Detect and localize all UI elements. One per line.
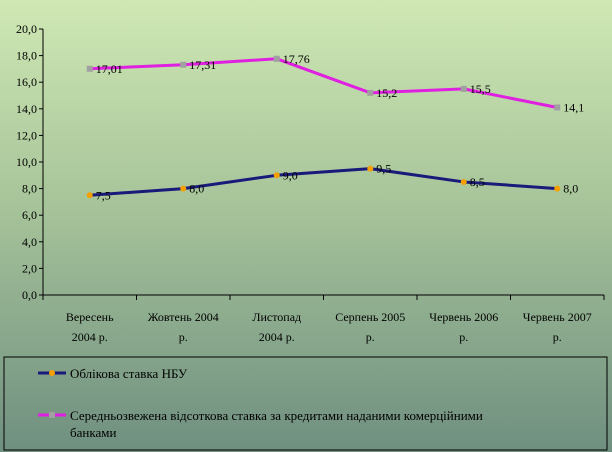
x-category-label: Червень 2007 xyxy=(523,310,592,324)
series-1-line xyxy=(89,167,558,197)
x-category-label: 2004 р. xyxy=(72,330,108,344)
legend-swatch-marker xyxy=(49,370,55,376)
data-label: 17,31 xyxy=(189,58,216,72)
data-label: 17,76 xyxy=(283,52,310,66)
data-point xyxy=(460,178,467,185)
data-point xyxy=(86,192,93,199)
series-2-line xyxy=(89,57,558,109)
data-label: 15,5 xyxy=(470,82,491,96)
x-category-label: Вересень xyxy=(66,310,114,324)
x-category-label: р. xyxy=(366,330,375,344)
data-label: 8,0 xyxy=(563,182,578,196)
x-category-label: Листопад xyxy=(252,310,301,324)
x-category-label: р. xyxy=(459,330,468,344)
series-1: 7,5 8,0 9,0 9,5 8,5 8,0 xyxy=(86,162,578,202)
x-category-label: Серпень 2005 xyxy=(335,310,405,324)
y-tick-label: 16,0 xyxy=(16,75,37,89)
y-tick-label: 6,0 xyxy=(22,208,37,222)
data-label: 8,5 xyxy=(470,175,485,189)
legend-label: Середньозвежена відсоткова ставка за кре… xyxy=(70,408,483,423)
data-point xyxy=(554,104,561,111)
y-tick-label: 14,0 xyxy=(16,102,37,116)
y-tick-label: 12,0 xyxy=(16,128,37,142)
x-category-label: Червень 2006 xyxy=(429,310,498,324)
y-tick-label: 8,0 xyxy=(22,182,37,196)
data-point xyxy=(273,55,280,62)
y-tick-label: 10,0 xyxy=(16,155,37,169)
series-layer: 7,5 8,0 9,0 9,5 8,5 8,0 17,01 17,31 17,76 15,2 15,… xyxy=(86,52,584,202)
x-axis-categories: Вересень 2004 р. Жовтень 2004 р. Листопад 200… xyxy=(42,295,605,344)
legend-box xyxy=(3,356,608,451)
data-label: 14,1 xyxy=(563,100,584,114)
data-label: 17,01 xyxy=(96,62,123,76)
y-tick-label: 4,0 xyxy=(22,235,37,249)
data-label: 15,2 xyxy=(376,86,397,100)
data-point xyxy=(273,172,280,179)
data-label: 7,5 xyxy=(96,188,111,202)
y-tick-label: 20,0 xyxy=(16,22,37,36)
y-tick-label: 18,0 xyxy=(16,49,37,63)
legend-entry-2: Середньозвежена відсоткова ставка за кре… xyxy=(38,408,483,440)
data-label: 8,0 xyxy=(189,182,204,196)
x-category-label: р. xyxy=(179,330,188,344)
data-point xyxy=(554,185,561,192)
legend-swatch-marker xyxy=(49,412,55,418)
x-category-label: 2004 р. xyxy=(259,330,295,344)
series-2: 17,01 17,31 17,76 15,2 15,5 14,1 xyxy=(86,52,584,114)
y-axis-ticks: 0,0 2,0 4,0 6,0 8,0 10,0 12,0 14,0 16,0 18,0 20,0 xyxy=(16,22,43,302)
data-point xyxy=(367,165,374,172)
data-label: 9,0 xyxy=(283,168,298,182)
data-point xyxy=(86,65,93,72)
data-point xyxy=(460,85,467,92)
data-point xyxy=(180,185,187,192)
data-point xyxy=(367,89,374,96)
legend-label: банками xyxy=(70,425,116,440)
legend-label: Облікова ставка НБУ xyxy=(70,366,188,381)
x-category-label: Жовтень 2004 xyxy=(148,310,219,324)
x-category-label: р. xyxy=(553,330,562,344)
data-label: 9,5 xyxy=(376,162,391,176)
legend-entry-1: Облікова ставка НБУ xyxy=(38,366,188,381)
legend: Облікова ставка НБУ Середньозвежена відсо… xyxy=(3,356,608,451)
chart-axes xyxy=(42,29,604,296)
y-tick-label: 0,0 xyxy=(22,288,37,302)
y-tick-label: 2,0 xyxy=(22,261,37,275)
data-point xyxy=(180,61,187,68)
